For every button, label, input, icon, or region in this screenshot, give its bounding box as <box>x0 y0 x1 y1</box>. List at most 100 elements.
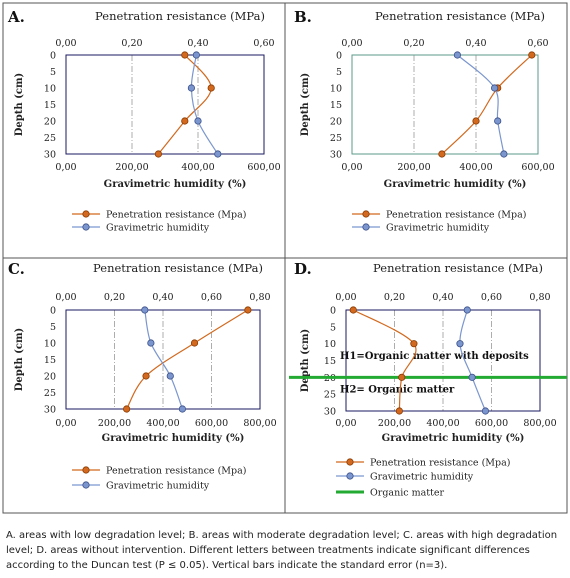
depth-tick-label: 30 <box>44 405 56 416</box>
depth-tick-label: 5 <box>50 67 56 78</box>
penetration-series-line <box>352 309 417 412</box>
humidity-point <box>491 84 499 92</box>
bottom-tick-label: 0,00 <box>55 162 76 173</box>
legend-humidity-marker <box>82 223 90 231</box>
legend-penetration-label: Penetration resistance (Mpa) <box>106 466 246 477</box>
top-tick-label: 0,60 <box>253 38 274 49</box>
legend-penetration-marker <box>82 466 90 474</box>
penetration-series-line <box>441 54 533 155</box>
bottom-tick-label: 400,00 <box>146 418 179 429</box>
penetration-point <box>438 150 446 158</box>
legend-humidity-label: Gravimetric humidity <box>106 481 210 492</box>
legend-humidity-label: Gravimetric humidity <box>370 472 474 483</box>
top-tick-label: 0,20 <box>403 38 424 49</box>
humidity-point <box>147 339 155 347</box>
humidity-point <box>187 84 195 92</box>
humidity-point <box>166 372 174 380</box>
depth-tick-label: 15 <box>44 355 56 366</box>
top-tick-label: 0,00 <box>55 38 76 49</box>
bottom-tick-label: 600,00 <box>521 162 554 173</box>
humidity-point <box>214 150 222 158</box>
humidity-point <box>463 306 471 314</box>
top-tick-label: 0,20 <box>121 38 142 49</box>
humidity-point <box>456 340 464 348</box>
depth-tick-label: 30 <box>330 150 342 161</box>
panel-1: A. Penetration resistance (MPa) 0,00 0,20 0,… <box>7 8 281 234</box>
top-axis-title: Penetration resistance (MPa) <box>373 261 543 275</box>
depth-tick-label: 20 <box>44 372 56 383</box>
bottom-tick-label: 800,00 <box>523 418 556 429</box>
bottom-tick-label: 600,00 <box>247 162 280 173</box>
penetration-point <box>472 117 480 125</box>
depth-tick-label: 25 <box>324 390 336 401</box>
penetration-series-line <box>157 54 212 155</box>
depth-axis-title: Depth (cm) <box>14 73 25 137</box>
top-tick-label: 0,40 <box>152 292 173 303</box>
top-tick-label: 0,20 <box>384 292 405 303</box>
top-tick-label: 0,60 <box>481 292 502 303</box>
depth-tick-label: 15 <box>44 100 56 111</box>
panel-label: C. <box>8 260 25 278</box>
legend-humidity-marker <box>362 223 370 231</box>
top-axis-title: Penetration resistance (MPa) <box>95 9 265 23</box>
bottom-tick-label: 0,00 <box>341 162 362 173</box>
depth-tick-label: 15 <box>324 356 336 367</box>
depth-tick-label: 20 <box>44 117 56 128</box>
depth-tick-label: 15 <box>330 100 342 111</box>
penetration-point <box>395 407 403 415</box>
depth-tick-label: 10 <box>44 339 56 350</box>
top-tick-label: 0,40 <box>465 38 486 49</box>
bottom-tick-label: 200,00 <box>397 162 430 173</box>
bottom-tick-label: 600,00 <box>195 418 228 429</box>
penetration-point <box>181 51 189 59</box>
depth-tick-label: 10 <box>330 84 342 95</box>
top-tick-label: 0,00 <box>335 292 356 303</box>
legend-humidity-marker <box>346 472 354 480</box>
bottom-tick-label: 0,00 <box>55 418 76 429</box>
top-tick-label: 0,20 <box>104 292 125 303</box>
legend-humidity-label: Gravimetric humidity <box>106 223 210 234</box>
top-tick-label: 0,80 <box>249 292 270 303</box>
humidity-point <box>141 306 149 314</box>
top-tick-label: 0,60 <box>201 292 222 303</box>
bottom-tick-label: 0,00 <box>335 418 356 429</box>
plot-frame <box>345 309 541 412</box>
humidity-point <box>494 117 502 125</box>
bottom-tick-label: 400,00 <box>181 162 214 173</box>
humidity-point <box>178 405 186 413</box>
humidity-point <box>468 373 476 381</box>
depth-tick-label: 25 <box>330 133 342 144</box>
humidity-point <box>453 51 461 59</box>
bottom-tick-label: 200,00 <box>115 162 148 173</box>
penetration-point <box>142 372 150 380</box>
legend-penetration-marker <box>82 210 90 218</box>
depth-axis-title: Depth (cm) <box>300 329 311 393</box>
depth-tick-label: 5 <box>336 67 342 78</box>
depth-tick-label: 5 <box>330 322 336 333</box>
penetration-point <box>154 150 162 158</box>
bottom-axis-title: Gravimetric humidity (%) <box>102 433 245 444</box>
bottom-tick-label: 800,00 <box>243 418 276 429</box>
top-tick-label: 0,60 <box>527 38 548 49</box>
legend-penetration-label: Penetration resistance (Mpa) <box>106 210 246 221</box>
legend-penetration-label: Penetration resistance (Mpa) <box>386 210 526 221</box>
penetration-point <box>244 306 252 314</box>
depth-axis-title: Depth (cm) <box>14 328 25 392</box>
top-tick-label: 0,00 <box>55 292 76 303</box>
top-axis-title: Penetration resistance (MPa) <box>375 9 545 23</box>
top-tick-label: 0,00 <box>341 38 362 49</box>
depth-tick-label: 0 <box>50 306 56 317</box>
humidity-point <box>194 117 202 125</box>
penetration-point <box>349 306 357 314</box>
penetration-series-line <box>126 309 249 410</box>
panel-label: D. <box>294 260 312 278</box>
depth-tick-label: 25 <box>44 133 56 144</box>
panel-2: B. Penetration resistance (MPa) 0,00 0,20 0,… <box>294 8 555 234</box>
humidity-series-line <box>457 54 505 155</box>
top-axis-title: Penetration resistance (MPa) <box>93 261 263 275</box>
plot-frame <box>65 309 261 410</box>
top-tick-label: 0,40 <box>187 38 208 49</box>
legend-organic-matter-label: Organic matter <box>370 488 445 499</box>
humidity-point <box>500 150 508 158</box>
panel-label: A. <box>7 8 25 26</box>
